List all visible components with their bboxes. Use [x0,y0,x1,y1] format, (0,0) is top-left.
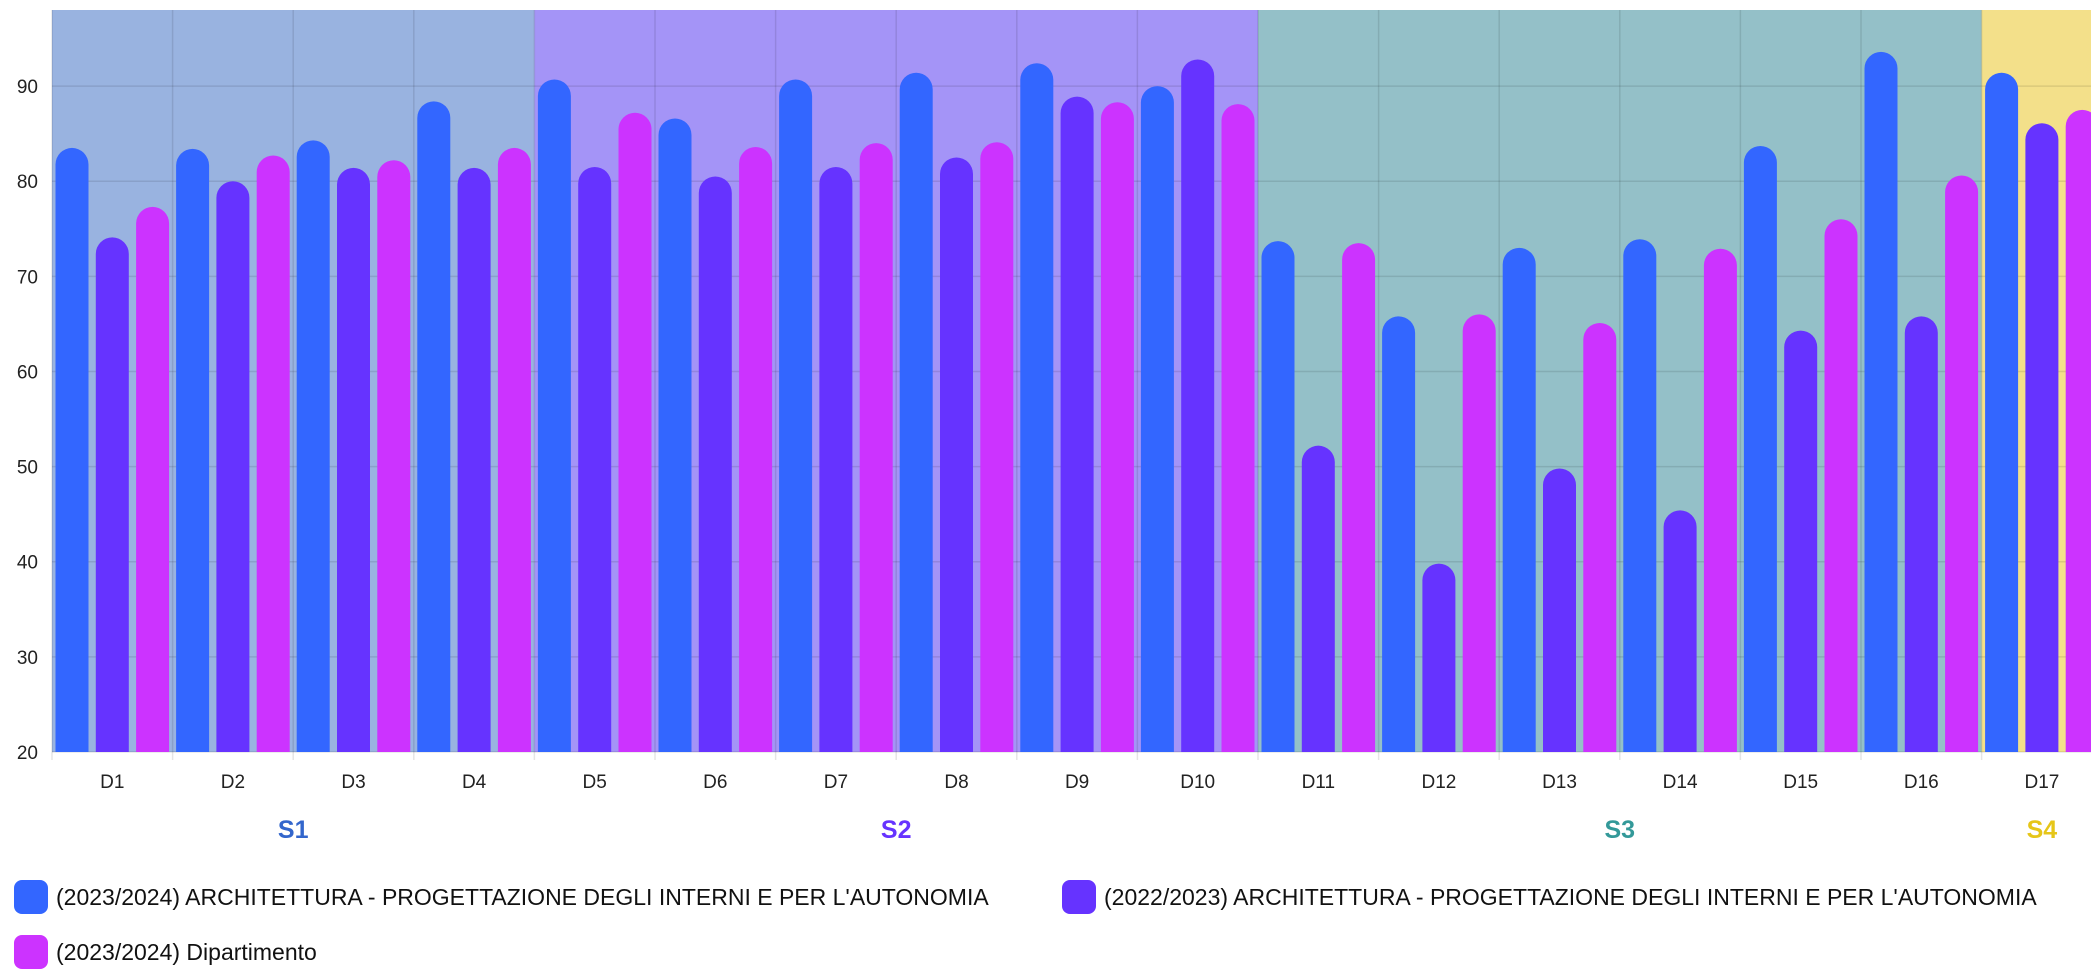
bar-d5-series-2 [578,166,612,752]
bars [55,51,2091,753]
legend-swatch [14,935,48,969]
legend-item-2023-2024-cds[interactable]: (2023/2024) ARCHITETTURA - PROGETTAZIONE… [14,880,989,914]
x-tick-label: D10 [1180,772,1215,793]
section-label-s3: S3 [1605,816,1636,844]
bar-d14-series-1 [1623,239,1657,753]
x-tick-label: D3 [341,772,365,793]
section-labels: S1 S2 S3 S4 [278,816,2057,844]
x-tick-label: D1 [100,772,124,793]
section-label-s4: S4 [2027,816,2058,844]
bar-d8-series-1 [899,72,933,753]
legend-swatch [1062,880,1096,914]
bar-d13-series-2 [1543,468,1576,752]
bar-d17-series-1 [1985,72,2019,753]
bar-d7-series-1 [779,79,813,752]
bar-d9-series-2 [1060,96,1094,753]
bar-d11-series-1 [1261,241,1295,752]
x-tick-label: D7 [824,772,848,793]
bar-d4-series-2 [457,167,491,752]
bar-d11-series-3 [1342,243,1376,752]
bar-d17-series-2 [2025,123,2059,753]
section-label-s2: S2 [881,816,912,844]
bar-d3-series-1 [296,140,330,753]
y-tick-label: 70 [17,267,38,288]
bar-d11-series-2 [1301,445,1335,752]
bar-d4-series-1 [417,101,451,753]
y-tick-label: 20 [17,743,38,764]
bar-d5-series-1 [537,79,571,752]
legend-item-dipartimento[interactable]: (2023/2024) Dipartimento [14,935,317,969]
bar-d6-series-2 [698,176,732,752]
x-tick-label: D15 [1783,772,1818,793]
bar-d12-series-2 [1422,563,1456,752]
x-tick-label: D4 [462,772,487,793]
x-tick-label: D5 [583,772,607,793]
y-tick-label: 90 [17,77,38,98]
bar-d5-series-3 [618,112,652,753]
legend-label: (2023/2024) ARCHITETTURA - PROGETTAZIONE… [56,883,989,910]
bar-d1-series-3 [136,206,170,752]
legend-label: (2022/2023) ARCHITETTURA - PROGETTAZIONE… [1104,883,2037,910]
bar-d13-series-1 [1502,247,1536,752]
bar-d16-series-3 [1945,175,1979,752]
y-tick-label: 60 [17,362,38,383]
legend-swatch [14,880,48,914]
section-label-s1: S1 [278,816,309,844]
bar-d10-series-1 [1140,86,1174,753]
bar-d1-series-1 [55,147,89,752]
bar-d16-series-1 [1864,51,1898,753]
bar-d3-series-3 [377,160,411,753]
x-tick-label: D11 [1302,772,1335,793]
y-axis-ticks: 20 30 40 50 60 70 80 90 [17,77,38,764]
bar-d12-series-3 [1462,314,1496,752]
bar-d2-series-1 [176,148,210,752]
bar-d6-series-1 [658,118,692,752]
bar-d12-series-1 [1382,316,1416,752]
section-bg-s1 [52,10,535,752]
bar-d1-series-2 [95,237,129,752]
x-tick-label: D12 [1421,772,1456,793]
bar-d2-series-2 [216,181,250,752]
bar-d14-series-2 [1663,510,1697,752]
x-tick-label: D13 [1542,772,1577,793]
bar-d13-series-3 [1583,322,1617,752]
y-tick-label: 30 [17,648,38,669]
bar-d8-series-2 [940,157,973,752]
bar-d10-series-2 [1181,59,1215,752]
bar-d2-series-3 [256,155,290,753]
bar-d17-series-3 [2065,109,2091,752]
x-tick-label: D8 [944,772,968,793]
x-axis-ticks: D1 D2 D3 D4 D5 D6 D7 D8 D9 D10 D11 D12 D13 D14 D15 D16 D… [100,772,2059,793]
bar-d3-series-2 [337,167,370,752]
bar-d15-series-1 [1743,146,1777,753]
bar-d7-series-3 [859,143,893,752]
x-tick-label: D9 [1065,772,1089,793]
bar-d15-series-3 [1824,219,1858,752]
bar-d9-series-1 [1020,63,1054,752]
legend-label: (2023/2024) Dipartimento [56,938,317,965]
bar-d9-series-3 [1100,102,1134,753]
bar-d10-series-3 [1221,104,1255,752]
y-tick-label: 80 [17,172,38,193]
bar-d4-series-3 [497,147,531,753]
bar-d14-series-3 [1703,248,1737,752]
x-tick-label: D14 [1663,772,1698,793]
section-bg-s3 [1258,10,1982,752]
x-tick-label: D17 [2024,772,2059,793]
section-bg-s2 [534,10,1258,752]
bar-d6-series-3 [739,146,773,753]
legend-item-2022-2023-cds[interactable]: (2022/2023) ARCHITETTURA - PROGETTAZIONE… [1062,880,2037,914]
x-tick-label: D6 [703,772,727,793]
bar-d8-series-3 [980,142,1014,753]
bar-d16-series-2 [1904,316,1938,752]
x-tick-label: D2 [221,772,245,793]
bar-d15-series-2 [1784,330,1818,752]
bar-d7-series-2 [819,166,853,752]
y-tick-label: 40 [17,553,38,574]
x-tick-label: D16 [1904,772,1939,793]
y-tick-label: 50 [17,458,38,479]
